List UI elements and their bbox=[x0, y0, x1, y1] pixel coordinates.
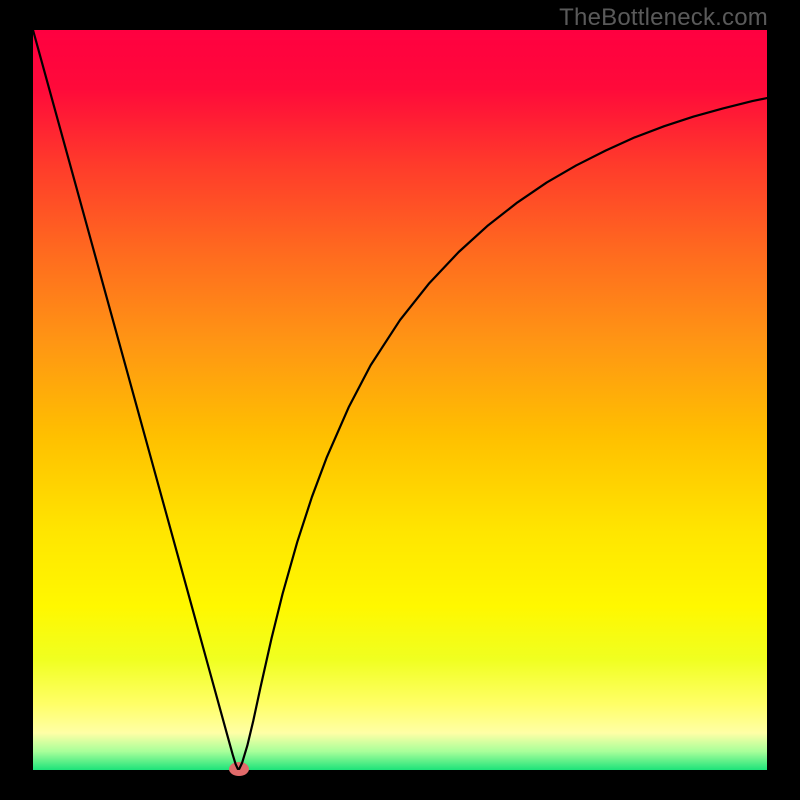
bottleneck-curve bbox=[33, 30, 767, 770]
plot-area bbox=[33, 30, 767, 770]
chart-canvas: TheBottleneck.com bbox=[0, 0, 800, 800]
watermark-text: TheBottleneck.com bbox=[559, 4, 768, 32]
